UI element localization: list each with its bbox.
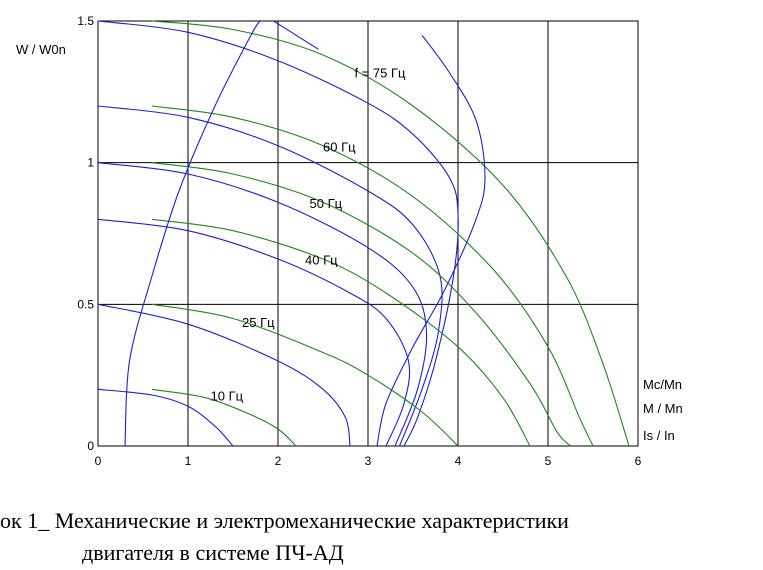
figure-caption-line-2: двигателя в системе ПЧ-АД <box>82 540 344 565</box>
frequency-labels: f = 75 Гц 60 Гц 50 Гц 40 Гц 25 Гц 10 Гц <box>211 66 407 404</box>
frequency-label: 10 Гц <box>211 389 244 404</box>
x-tick-label: 5 <box>545 454 552 468</box>
frequency-label: 25 Гц <box>242 315 275 330</box>
frequency-label: 60 Гц <box>323 139 356 154</box>
load-torque-curve <box>151 218 531 447</box>
y-tick-label: 1 <box>87 156 94 170</box>
torque-curve <box>97 388 234 447</box>
x-ticks: 0 1 2 3 4 5 6 <box>95 454 642 468</box>
x-tick-label: 1 <box>185 454 192 468</box>
current-curve <box>273 20 319 50</box>
figure-caption-line-1: ок 1_ Механические и электромеханические… <box>0 508 569 533</box>
frequency-label: 40 Гц <box>305 253 338 268</box>
y-tick-label: 1.5 <box>77 14 94 28</box>
torque-curve <box>97 20 459 447</box>
legend-m-mn: M / Mn <box>643 401 683 416</box>
y-tick-label: 0.5 <box>77 297 94 311</box>
current-curve <box>376 34 486 447</box>
frequency-label: f = 75 Гц <box>355 66 407 81</box>
load-torque-curve <box>151 105 594 447</box>
curves <box>97 20 630 447</box>
chart: 0 1 2 3 4 5 6 0 0.5 1 1.5 f = 75 Гц 60 Гц 50 Гц 40 Г… <box>16 14 683 468</box>
x-tick-label: 2 <box>275 454 282 468</box>
x-tick-label: 4 <box>455 454 462 468</box>
torque-curve <box>97 162 428 447</box>
load-torque-curve <box>151 162 571 447</box>
torque-curve <box>97 303 351 447</box>
x-tick-label: 3 <box>365 454 372 468</box>
current-curve <box>124 20 261 447</box>
load-torque-curve <box>151 303 459 447</box>
load-torque-curve <box>151 20 630 447</box>
frequency-label: 50 Гц <box>310 196 343 211</box>
torque-curve <box>97 105 443 447</box>
load-torque-curve <box>151 388 297 447</box>
torque-curve <box>97 218 411 447</box>
y-tick-label: 0 <box>87 439 94 453</box>
x-tick-label: 0 <box>95 454 102 468</box>
legend-mc-mn: Mc/Mn <box>643 377 682 392</box>
y-axis-label: W / W0n <box>16 42 66 57</box>
x-tick-label: 6 <box>635 454 642 468</box>
grid <box>97 20 639 447</box>
y-ticks: 0 0.5 1 1.5 <box>77 14 94 453</box>
legend-is-in: Is / In <box>643 428 675 443</box>
